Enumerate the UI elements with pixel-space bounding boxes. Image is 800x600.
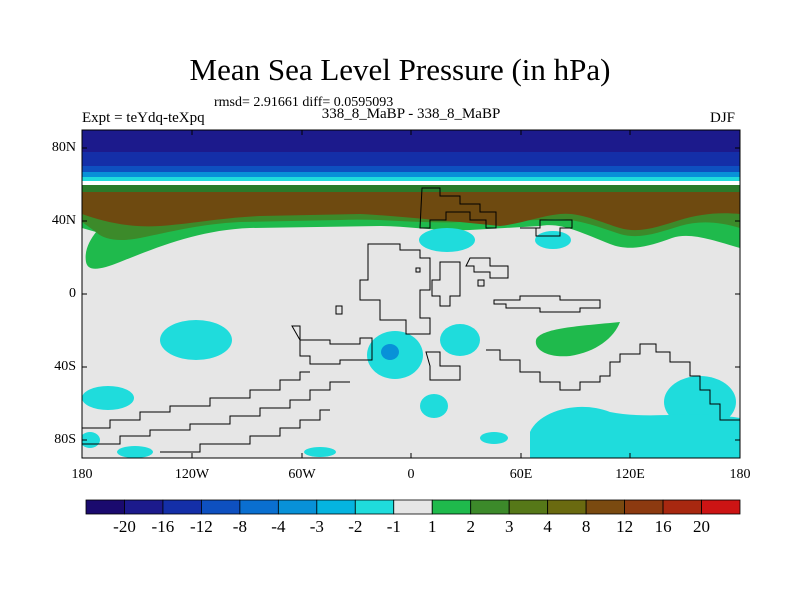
axis-ticks [82, 130, 740, 458]
colorbar-label: 8 [581, 517, 591, 536]
colorbar-label: -12 [190, 517, 213, 536]
colorbar-label: 12 [616, 517, 634, 536]
blob-7 [420, 394, 448, 418]
colorbar-swatch [624, 499, 664, 515]
blob-10 [480, 432, 508, 444]
colorbar-swatch [277, 499, 318, 515]
statistics-text: rmsd= 2.91661 diff= 0.0595093 [214, 95, 394, 110]
blob-1 [419, 228, 475, 252]
colorbar-swatch [431, 499, 472, 515]
colorbar-label: -16 [151, 517, 175, 536]
colorbar-label: -3 [309, 517, 324, 536]
y-label-40s: 40S [54, 359, 76, 374]
y-label-80n: 80N [51, 140, 76, 155]
negative-band-4 [82, 166, 740, 174]
colorbar-label: -8 [232, 517, 247, 536]
white-band [82, 181, 740, 185]
colorbar-swatch [354, 499, 395, 515]
colorbar-swatch [585, 499, 625, 515]
blob-6 [82, 386, 134, 410]
positive-anomaly-belt-darkgreen-top [82, 184, 740, 192]
colorbar-swatch [662, 499, 702, 515]
colorbar-label: 4 [543, 517, 552, 536]
colorbar-label: -1 [386, 517, 401, 536]
colorbar-swatch [393, 499, 433, 515]
negative-anomaly-polar-core [82, 130, 740, 152]
x-label-0: 0 [407, 467, 415, 482]
colorbar-label: 1 [427, 517, 437, 536]
x-label-60e: 60E [509, 467, 533, 482]
colorbar-swatch [508, 499, 549, 515]
season-label: DJF [710, 110, 736, 126]
colorbar-swatch [547, 499, 587, 515]
colorbar-swatch [201, 499, 241, 515]
blob-12 [304, 447, 336, 457]
negative-band-1 [82, 177, 740, 182]
blob-9 [530, 406, 740, 458]
colorbar-swatch [239, 499, 279, 515]
x-label-60w: 60W [288, 467, 316, 482]
x-label-180e: 180 [729, 467, 751, 482]
colorbar-swatch [316, 499, 356, 515]
colorbar-label: -4 [271, 517, 286, 536]
colorbar-label: 2 [466, 517, 475, 536]
experiment-label: Expt = teYdq-teXpq [82, 110, 205, 126]
case-label: 338_8_MaBP - 338_8_MaBP [321, 106, 501, 122]
colorbar-swatch [162, 499, 202, 515]
blob-3 [160, 320, 232, 360]
blob-5 [440, 324, 480, 356]
x-label-120w: 120W [174, 467, 210, 482]
coastlines [82, 187, 740, 453]
blob-4-core [381, 344, 399, 360]
y-label-40n: 40N [51, 213, 76, 228]
y-label-80s: 80S [54, 432, 76, 447]
negative-band-3 [82, 172, 740, 178]
colorbar-swatch [124, 499, 164, 515]
blob-2 [535, 231, 571, 249]
map-title: Mean Sea Level Pressure (in hPa) [189, 52, 611, 87]
positive-blob-south [535, 322, 620, 357]
blob-11 [117, 446, 153, 458]
map-field [82, 130, 740, 458]
colorbar-label: -20 [113, 517, 136, 536]
x-label-180w: 180 [71, 467, 93, 482]
colorbar-label: 20 [693, 517, 710, 536]
positive-anomaly-belt-brown [82, 188, 740, 231]
x-label-120e: 120E [615, 467, 645, 482]
y-label-0: 0 [69, 286, 76, 301]
colorbar-swatch [470, 499, 510, 515]
colorbar-label: 16 [654, 517, 672, 536]
colorbar-label: -2 [348, 517, 363, 536]
colorbar-swatch [85, 499, 125, 515]
colorbar-swatch [701, 499, 741, 515]
colorbar [85, 499, 741, 515]
colorbar-label: 3 [504, 517, 514, 536]
